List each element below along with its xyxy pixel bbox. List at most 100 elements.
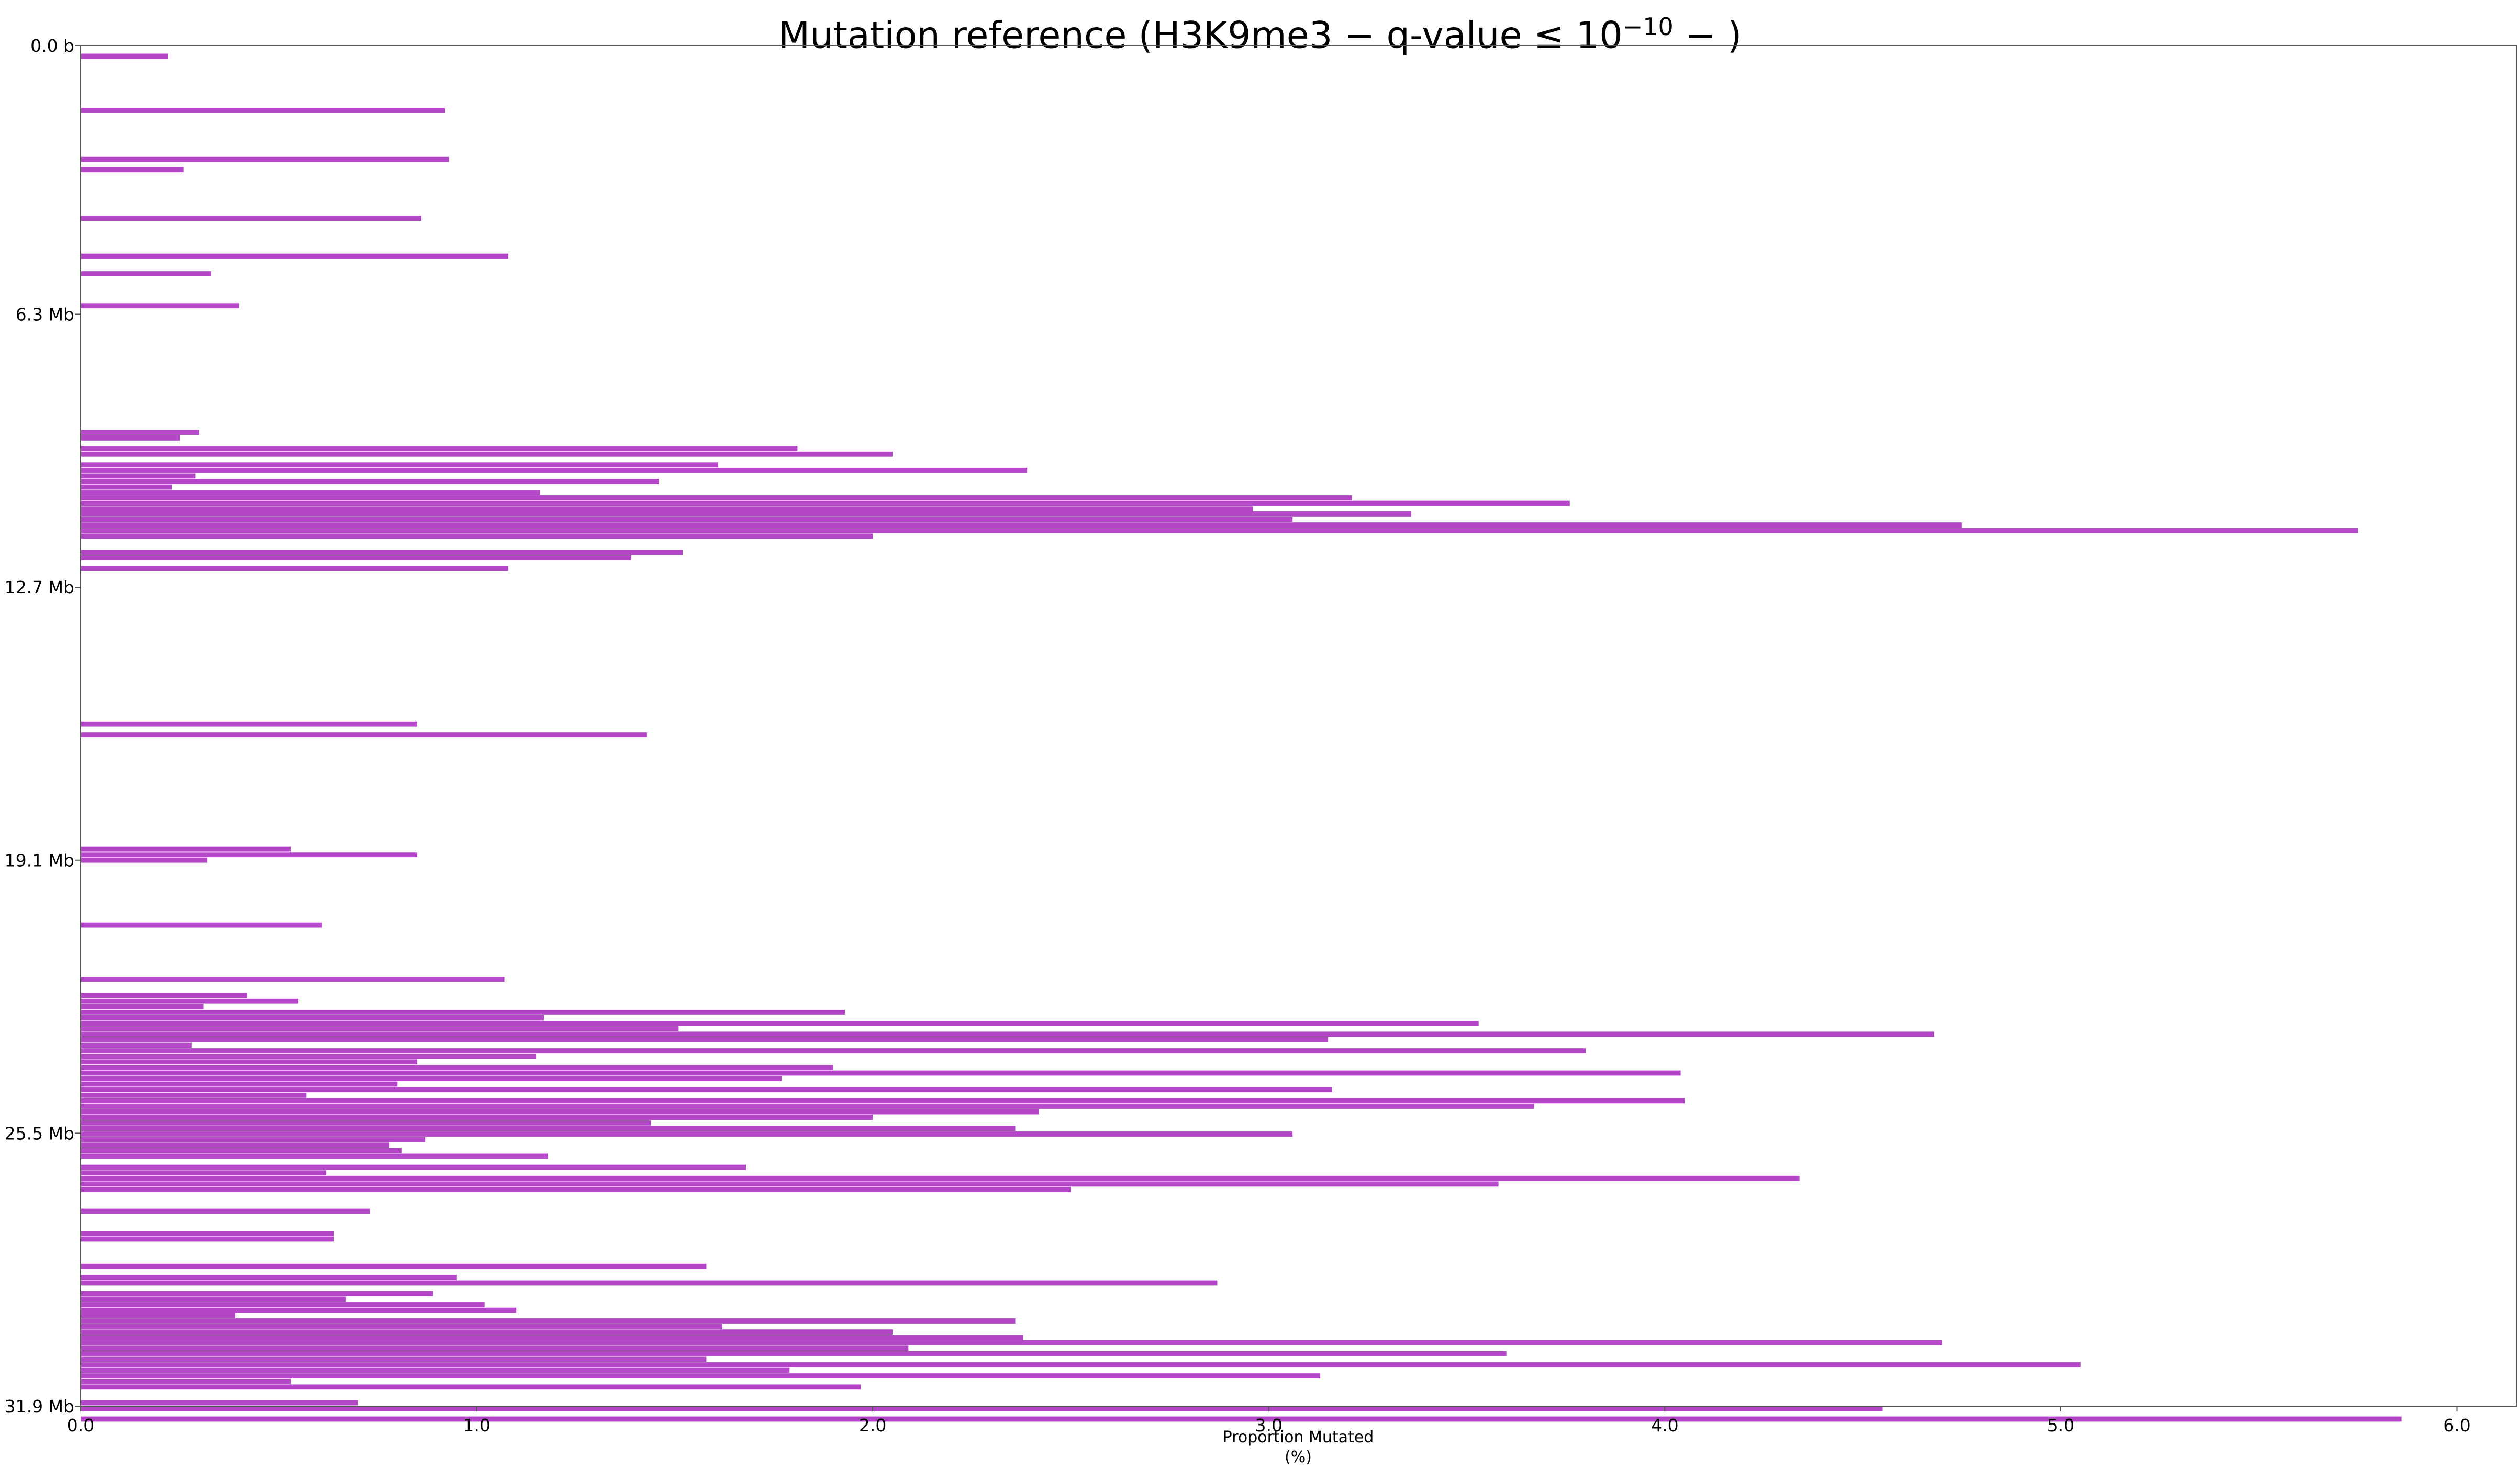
bar-42 bbox=[81, 1026, 679, 1031]
bar-94 bbox=[81, 1384, 861, 1390]
bar-82 bbox=[81, 1318, 1016, 1324]
chart-title-prefix: Mutation reference (H3K9me3 − q-value ≤ … bbox=[778, 14, 1623, 57]
bar-90 bbox=[81, 1362, 2081, 1367]
bar-85 bbox=[81, 1335, 1023, 1340]
bar-36 bbox=[81, 993, 247, 998]
bar-57 bbox=[81, 1109, 1039, 1115]
bar-18 bbox=[81, 495, 1352, 500]
x-tick-label-3: 3.0 bbox=[1255, 1415, 1283, 1436]
bar-64 bbox=[81, 1148, 402, 1153]
bar-56 bbox=[81, 1104, 1534, 1109]
bar-97 bbox=[81, 1416, 2402, 1422]
bar-24 bbox=[81, 528, 2358, 533]
bar-92 bbox=[81, 1373, 1321, 1378]
bar-86 bbox=[81, 1340, 1942, 1345]
bar-91 bbox=[81, 1367, 790, 1373]
bar-17 bbox=[81, 490, 540, 496]
bar-34 bbox=[81, 922, 322, 928]
bar-21 bbox=[81, 511, 1412, 517]
bar-4 bbox=[81, 216, 421, 221]
bar-95 bbox=[81, 1400, 358, 1406]
bar-30 bbox=[81, 732, 647, 737]
x-axis-label: Proportion Mutated bbox=[1222, 1428, 1374, 1446]
bar-78 bbox=[81, 1296, 346, 1302]
bar-67 bbox=[81, 1170, 327, 1176]
bar-71 bbox=[81, 1208, 370, 1214]
bar-53 bbox=[81, 1087, 1332, 1093]
bar-20 bbox=[81, 506, 1253, 512]
y-axis: 0.0 b 6.3 Mb 12.7 Mb 19.1 Mb 25.5 Mb 31.9 Mb bbox=[5, 36, 81, 1417]
x-tick-label-1: 1.0 bbox=[463, 1415, 490, 1436]
y-tick-label-0: 0.0 b bbox=[30, 36, 74, 56]
bar-2 bbox=[81, 156, 449, 162]
bar-87 bbox=[81, 1345, 909, 1351]
bar-14 bbox=[81, 473, 196, 479]
bar-40 bbox=[81, 1015, 544, 1021]
bar-0 bbox=[81, 53, 168, 59]
bar-52 bbox=[81, 1081, 398, 1087]
bar-74 bbox=[81, 1263, 707, 1269]
bar-27 bbox=[81, 555, 631, 560]
bar-12 bbox=[81, 462, 719, 468]
bar-19 bbox=[81, 500, 1570, 506]
bar-66 bbox=[81, 1164, 746, 1170]
x-tick-label-4: 4.0 bbox=[1651, 1415, 1678, 1436]
x-axis: 0.0 1.0 2.0 3.0 4.0 5.0 6.0 bbox=[67, 1406, 2471, 1436]
bar-22 bbox=[81, 517, 1293, 522]
bar-88 bbox=[81, 1351, 1507, 1356]
bar-38 bbox=[81, 1004, 204, 1010]
bar-28 bbox=[81, 566, 509, 571]
bar-16 bbox=[81, 484, 172, 490]
bar-93 bbox=[81, 1378, 291, 1384]
bar-9 bbox=[81, 435, 180, 441]
bar-55 bbox=[81, 1098, 1685, 1104]
x-tick-label-5: 5.0 bbox=[2047, 1415, 2075, 1436]
bar-11 bbox=[81, 451, 893, 457]
bar-7 bbox=[81, 303, 239, 309]
bar-61 bbox=[81, 1131, 1293, 1137]
bar-13 bbox=[81, 467, 1028, 473]
bar-26 bbox=[81, 550, 683, 555]
y-tick-label-5: 31.9 Mb bbox=[5, 1396, 74, 1417]
bar-25 bbox=[81, 533, 873, 539]
y-tick-label-4: 25.5 Mb bbox=[5, 1123, 74, 1143]
bar-6 bbox=[81, 271, 211, 276]
bar-3 bbox=[81, 167, 184, 173]
x-axis-unit-label: (%) bbox=[1285, 1448, 1312, 1466]
x-tick-label-2: 2.0 bbox=[859, 1415, 886, 1436]
bar-69 bbox=[81, 1181, 1499, 1187]
bar-81 bbox=[81, 1313, 236, 1318]
bar-45 bbox=[81, 1042, 192, 1048]
bar-44 bbox=[81, 1037, 1329, 1042]
plot-area-frame bbox=[80, 45, 2517, 1407]
bar-65 bbox=[81, 1153, 548, 1159]
bar-68 bbox=[81, 1175, 1800, 1181]
bar-59 bbox=[81, 1120, 651, 1126]
bar-10 bbox=[81, 446, 798, 452]
bar-83 bbox=[81, 1324, 722, 1329]
bar-37 bbox=[81, 998, 299, 1004]
bar-60 bbox=[81, 1126, 1016, 1131]
bar-58 bbox=[81, 1115, 873, 1120]
bar-32 bbox=[81, 852, 418, 858]
bar-31 bbox=[81, 846, 291, 852]
bar-46 bbox=[81, 1048, 1586, 1053]
bar-76 bbox=[81, 1280, 1218, 1286]
bar-series bbox=[81, 53, 2402, 1422]
bar-47 bbox=[81, 1053, 537, 1059]
bar-1 bbox=[81, 108, 445, 113]
bar-96 bbox=[81, 1406, 1883, 1411]
bar-80 bbox=[81, 1307, 517, 1313]
bar-29 bbox=[81, 721, 418, 727]
y-tick-label-1: 6.3 Mb bbox=[16, 304, 74, 324]
bar-33 bbox=[81, 857, 208, 863]
bar-15 bbox=[81, 479, 659, 484]
bar-41 bbox=[81, 1021, 1479, 1026]
bar-8 bbox=[81, 430, 199, 435]
chart-title-suffix: − ) bbox=[1673, 14, 1742, 57]
bar-51 bbox=[81, 1076, 782, 1081]
bar-54 bbox=[81, 1092, 307, 1098]
bar-43 bbox=[81, 1031, 1934, 1037]
x-tick-label-0: 0.0 bbox=[67, 1415, 94, 1436]
